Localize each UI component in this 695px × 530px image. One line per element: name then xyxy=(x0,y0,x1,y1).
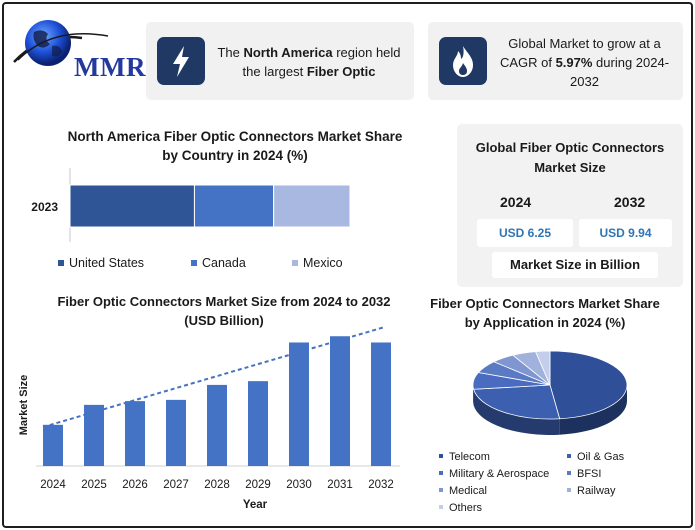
bar-2032 xyxy=(371,342,391,466)
legend-label: Medical xyxy=(449,485,487,497)
legend-swatch xyxy=(58,259,64,266)
bar-2028 xyxy=(207,384,227,466)
x-tick-label-2026: 2026 xyxy=(122,479,148,491)
x-tick-label-2030: 2030 xyxy=(286,479,312,491)
bar-2030 xyxy=(289,342,309,466)
legend-swatch xyxy=(191,259,197,266)
pie-slice-oil-gas xyxy=(473,384,561,420)
legend-label: Others xyxy=(449,502,483,514)
pie-legend-item-others: Others xyxy=(439,502,482,514)
trend-line xyxy=(42,326,384,428)
x-axis-title: Year xyxy=(243,499,268,511)
cagr-card-text: Global Market to grow at a CAGR of 5.97%… xyxy=(499,36,670,89)
application-share-chart-title: Fiber Optic Connectors Market Share by A… xyxy=(430,296,660,330)
legend-swatch xyxy=(439,454,443,459)
stacked-bar-segment-mexico xyxy=(273,184,351,228)
pie-legend-item-oil-gas: Oil & Gas xyxy=(567,451,624,463)
legend-label: BFSI xyxy=(577,468,602,480)
legend-swatch xyxy=(439,505,443,510)
country-share-chart-title: North America Fiber Optic Connectors Mar… xyxy=(67,129,403,163)
pie-side-telecom xyxy=(559,385,628,435)
legend-label: Oil & Gas xyxy=(577,451,625,463)
lightning-icon xyxy=(157,37,205,85)
market-size-value-2032: USD 9.94 xyxy=(579,219,672,247)
x-tick-label-2029: 2029 xyxy=(245,479,271,491)
legend-swatch xyxy=(567,471,571,476)
legend-label: United States xyxy=(69,256,145,270)
market-size-year-2024: 2024 xyxy=(500,194,532,210)
market-size-unit-label: Market Size in Billion xyxy=(492,252,658,278)
cagr-card: Global Market to grow at a CAGR of 5.97%… xyxy=(428,22,683,100)
legend-label: Mexico xyxy=(303,256,343,270)
bar-2026 xyxy=(125,401,145,466)
x-tick-label-2028: 2028 xyxy=(204,479,230,491)
region-card-text: The North America region held the larges… xyxy=(217,45,401,79)
region-card: The North America region held the larges… xyxy=(146,22,414,100)
pie-legend-item-medical: Medical xyxy=(439,485,487,497)
x-tick-label-2025: 2025 xyxy=(81,479,107,491)
bar-2027 xyxy=(166,399,186,466)
x-tick-label-2032: 2032 xyxy=(368,479,394,491)
legend-item-united-states: United States xyxy=(58,256,144,270)
pie-legend-item-bfsi: BFSI xyxy=(567,468,601,480)
pie-slice-others xyxy=(534,350,551,386)
pie-slice-telecom xyxy=(549,350,628,420)
market-size-value-2024: USD 6.25 xyxy=(477,219,573,247)
logo: MMR xyxy=(12,16,145,82)
bar-2031 xyxy=(330,336,350,466)
pie-legend-item-railway: Railway xyxy=(567,485,616,497)
legend-item-mexico: Mexico xyxy=(292,256,343,270)
bar-2029 xyxy=(248,381,268,466)
flame-icon xyxy=(439,37,487,85)
legend-swatch xyxy=(292,259,298,266)
legend-swatch xyxy=(567,488,571,493)
bar-2025 xyxy=(84,404,104,466)
bar-2024 xyxy=(43,424,63,466)
market-size-year-2032: 2032 xyxy=(614,194,646,210)
legend-item-canada: Canada xyxy=(191,256,246,270)
logo-text: MMR xyxy=(74,52,146,82)
legend-label: Railway xyxy=(577,485,616,497)
x-tick-label-2024: 2024 xyxy=(40,479,66,491)
pie-legend-item-military-aerospace: Military & Aerospace xyxy=(439,468,549,480)
legend-label: Military & Aerospace xyxy=(449,468,550,480)
y-axis-title: Market Size xyxy=(18,375,30,436)
pie-side-oil-gas xyxy=(473,389,560,435)
x-tick-label-2027: 2027 xyxy=(163,479,189,491)
pie-legend-item-telecom: Telecom xyxy=(439,451,490,463)
market-size-panel: Global Fiber Optic Connectors Market Siz… xyxy=(457,124,683,287)
globe-icon xyxy=(13,20,109,66)
legend-label: Canada xyxy=(202,256,246,270)
legend-swatch xyxy=(439,471,443,476)
legend-swatch xyxy=(439,488,443,493)
x-tick-label-2031: 2031 xyxy=(327,479,353,491)
legend-swatch xyxy=(567,454,571,459)
application-pie-chart xyxy=(472,350,628,435)
stacked-bar-segment-canada xyxy=(193,184,275,228)
legend-label: Telecom xyxy=(449,451,490,463)
stacked-bar-category-label: 2023 xyxy=(31,200,58,214)
market-size-chart-title: Fiber Optic Connectors Market Size from … xyxy=(57,294,391,328)
market-size-title: Global Fiber Optic Connectors Market Siz… xyxy=(475,140,665,175)
stacked-bar-segment-united-states xyxy=(69,184,195,228)
